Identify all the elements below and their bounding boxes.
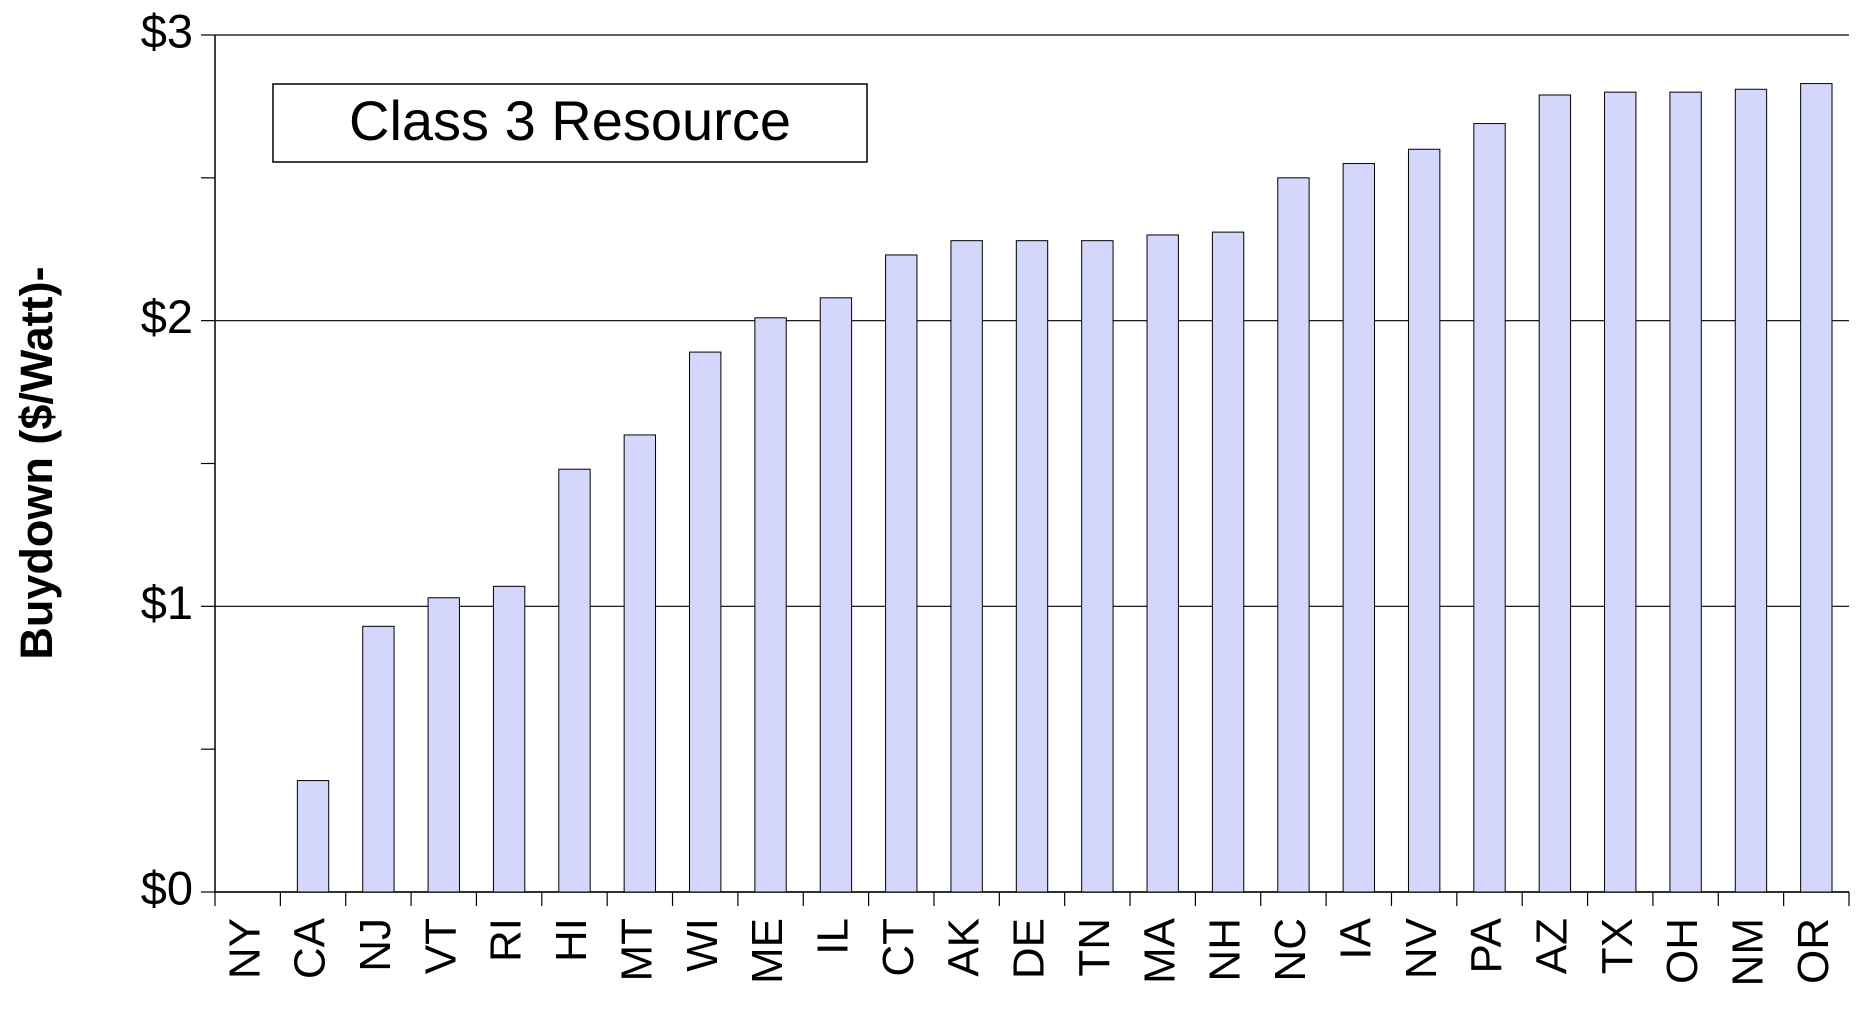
bar: [1146, 234, 1179, 893]
x-tick-label: IA: [1331, 917, 1380, 959]
bar: [362, 625, 395, 893]
bar: [1342, 163, 1375, 893]
y-tick-label: $0: [141, 861, 193, 914]
bar: [623, 434, 657, 893]
x-tick-label: NH: [1201, 918, 1250, 982]
bar: [1669, 91, 1702, 893]
x-tick-label: MT: [612, 918, 661, 982]
bar: [1015, 240, 1049, 893]
annotation: Class 3 Resource: [349, 89, 791, 152]
bar: [1538, 94, 1572, 893]
x-tick-label: NJ: [351, 918, 400, 972]
x-tick-label: DE: [1005, 918, 1054, 979]
x-tick-label: ME: [743, 918, 792, 984]
bar: [1604, 91, 1637, 893]
y-tick-label: $3: [141, 4, 193, 57]
bar: [427, 597, 460, 893]
x-tick-label: TN: [1070, 918, 1119, 977]
annotation-box: [272, 83, 868, 163]
bar: [1081, 240, 1114, 893]
y-tick-label: $2: [141, 290, 193, 343]
x-tick-label: IL: [809, 918, 858, 955]
y-axis-title: Buydown ($/Watt)-: [11, 266, 62, 659]
y-tick-label: $1: [141, 576, 193, 629]
x-tick-label: NY: [220, 918, 269, 979]
bar: [1800, 83, 1833, 893]
x-tick-label: RI: [482, 918, 531, 962]
x-tick-label: AK: [939, 918, 988, 977]
x-tick-label: WI: [678, 918, 727, 972]
x-tick-label: CT: [874, 918, 923, 977]
x-tick-label: OH: [1658, 918, 1707, 984]
x-tick-label: MA: [1135, 917, 1184, 984]
bar: [558, 468, 591, 893]
x-tick-label: NV: [1397, 917, 1446, 979]
bar: [1211, 231, 1245, 893]
x-tick-label: NM: [1724, 918, 1773, 986]
x-tick-label: VT: [416, 918, 465, 974]
x-tick-label: CA: [286, 917, 335, 979]
x-tick-label: TX: [1593, 918, 1642, 974]
bar: [492, 585, 526, 893]
bar: [1734, 88, 1768, 893]
bar: [1407, 148, 1441, 893]
bar: [819, 297, 853, 893]
x-tick-label: PA: [1462, 917, 1511, 973]
x-tick-label: OR: [1789, 918, 1838, 984]
x-tick-label: NC: [1266, 918, 1315, 982]
x-tick-label: HI: [547, 918, 596, 962]
bar: [1473, 123, 1506, 893]
bar: [689, 351, 722, 893]
bar: [296, 780, 330, 893]
bar: [1277, 177, 1310, 893]
bar: [885, 254, 918, 893]
x-tick-label: AZ: [1528, 918, 1577, 974]
bar: [950, 240, 983, 893]
bar: [754, 317, 787, 893]
